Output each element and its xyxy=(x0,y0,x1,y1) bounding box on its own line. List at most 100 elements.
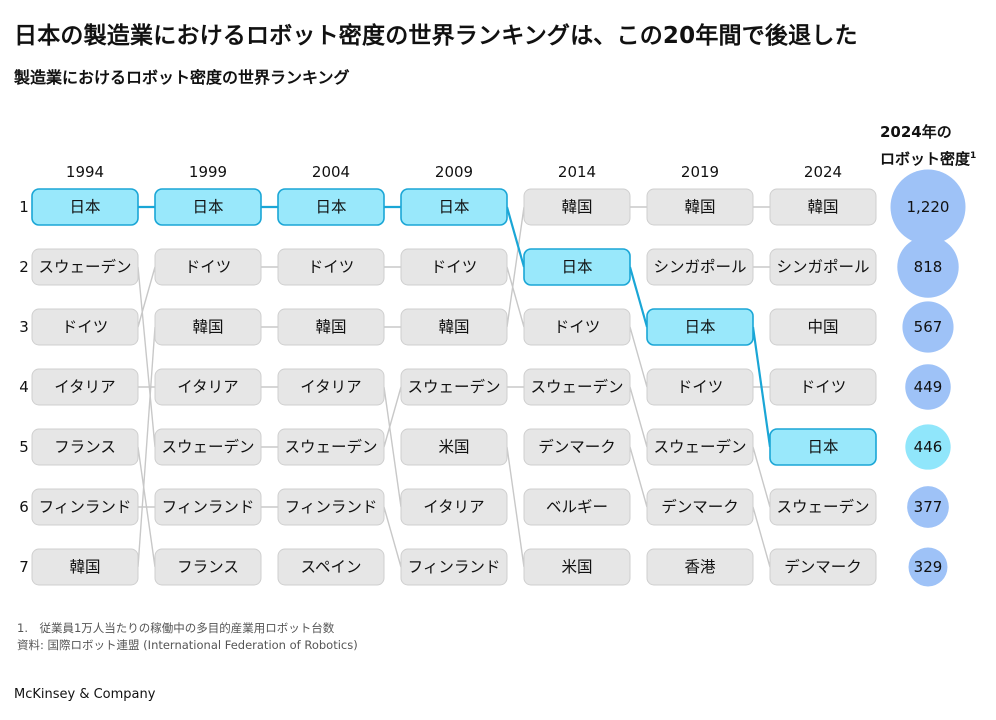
rank-box-2009-1: 日本 xyxy=(400,188,508,226)
country-label: スペイン xyxy=(301,558,362,576)
connector-2014-2019-日本 xyxy=(628,266,649,328)
rank-box-2004-1: 日本 xyxy=(277,188,385,226)
country-label: フィンランド xyxy=(285,498,378,516)
connector-2019-2024-デンマーク xyxy=(752,506,771,568)
density-bubble-3 xyxy=(902,301,954,353)
country-label: 中国 xyxy=(807,318,838,336)
country-label: デンマーク xyxy=(784,557,862,576)
rank-box-2024-1: 韓国 xyxy=(769,188,877,226)
rank-box-bg xyxy=(646,428,754,466)
country-label: ドイツ xyxy=(431,258,478,276)
rank-box-2024-6: スウェーデン xyxy=(769,488,877,526)
density-bubble-2 xyxy=(897,236,959,298)
rank-box-bg xyxy=(769,188,877,226)
country-label: ドイツ xyxy=(185,258,232,276)
rank-box-bg xyxy=(646,308,754,346)
rank-label-2: 2 xyxy=(19,258,29,276)
rank-box-2019-2: シンガポール xyxy=(646,248,754,286)
rank-box-bg xyxy=(154,488,262,526)
country-label: 韓国 xyxy=(192,318,223,336)
connector-2004-2009-スウェーデン xyxy=(383,386,402,448)
rank-box-bg xyxy=(154,248,262,286)
connector-1994-1999-韓国 xyxy=(137,326,156,568)
rank-box-1994-6: フィンランド xyxy=(31,488,139,526)
country-label: スウェーデン xyxy=(161,437,254,456)
country-label: イタリア xyxy=(423,498,484,516)
rank-box-bg xyxy=(400,368,508,406)
rank-box-2004-2: ドイツ xyxy=(277,248,385,286)
rank-box-bg xyxy=(523,248,631,286)
rank-box-bg xyxy=(646,488,754,526)
connector-1994-1999-スウェーデン xyxy=(137,266,156,448)
footnote-1: 1. 従業員1万人当たりの稼働中の多目的産業用ロボット台数 xyxy=(17,621,335,635)
density-value-1: 1,220 xyxy=(907,198,950,216)
rank-box-1994-1: 日本 xyxy=(31,188,139,226)
density-value-3: 567 xyxy=(914,318,943,336)
year-label-2009: 2009 xyxy=(435,163,473,181)
density-value-6: 377 xyxy=(914,498,943,516)
rank-box-bg xyxy=(154,548,262,586)
rank-box-2019-7: 香港 xyxy=(646,548,754,586)
connector-2014-2019-ドイツ xyxy=(629,326,648,388)
country-label: ドイツ xyxy=(308,258,355,276)
density-header-line1: 2024年の xyxy=(880,123,952,141)
rank-box-1999-7: フランス xyxy=(154,548,262,586)
country-label: 日本 xyxy=(192,198,223,216)
rank-box-2019-5: スウェーデン xyxy=(646,428,754,466)
rank-box-bg xyxy=(154,308,262,346)
year-label-1999: 1999 xyxy=(189,163,227,181)
rank-box-2019-1: 韓国 xyxy=(646,188,754,226)
rank-box-bg xyxy=(400,428,508,466)
rank-box-1999-1: 日本 xyxy=(154,188,262,226)
country-label: 米国 xyxy=(438,438,469,456)
year-label-1994: 1994 xyxy=(66,163,104,181)
rank-box-2009-2: ドイツ xyxy=(400,248,508,286)
footnotes: 1. 従業員1万人当たりの稼働中の多目的産業用ロボット台数 資料: 国際ロボット… xyxy=(17,620,358,654)
page-title: 日本の製造業におけるロボット密度の世界ランキングは、この20年間で後退した xyxy=(14,23,858,49)
country-label: スウェーデン xyxy=(653,437,746,456)
rank-box-1999-2: ドイツ xyxy=(154,248,262,286)
rank-box-2024-5: 日本 xyxy=(769,428,877,466)
connector-2004-2009-イタリア xyxy=(383,386,402,508)
rank-labels: 1 2 3 4 5 6 7 xyxy=(19,198,29,576)
rank-box-2009-7: フィンランド xyxy=(400,548,508,586)
connector-2019-2024-日本 xyxy=(751,326,772,448)
rank-box-1994-5: フランス xyxy=(31,428,139,466)
density-column-header: 2024年の ロボット密度1 xyxy=(880,120,976,171)
japan-path xyxy=(138,205,772,448)
year-label-2019: 2019 xyxy=(681,163,719,181)
density-bubble-1 xyxy=(890,169,966,245)
year-headers: 1994 1999 2004 2009 2014 2019 2024 xyxy=(66,163,842,181)
year-label-2024: 2024 xyxy=(804,163,842,181)
rank-box-bg xyxy=(31,488,139,526)
density-bubble-5 xyxy=(905,424,951,470)
rank-box-2014-3: ドイツ xyxy=(523,308,631,346)
density-value-5: 446 xyxy=(914,438,943,456)
connector-lines xyxy=(137,206,771,568)
country-label: スウェーデン xyxy=(407,377,500,396)
country-label: 日本 xyxy=(807,438,838,456)
country-label: 韓国 xyxy=(684,198,715,216)
density-bubbles: 1,220 818 567 449 446 377 329 xyxy=(890,169,966,587)
rank-label-7: 7 xyxy=(19,558,29,576)
rank-label-6: 6 xyxy=(19,498,29,516)
ranking-chart: 日本スウェーデンドイツイタリアフランスフィンランド韓国日本ドイツ韓国イタリアスウ… xyxy=(19,163,966,587)
rank-box-2014-6: ベルギー xyxy=(523,488,631,526)
country-label: フランス xyxy=(54,438,116,456)
rank-box-bg xyxy=(31,548,139,586)
country-label: 日本 xyxy=(69,198,100,216)
country-label: 韓国 xyxy=(438,318,469,336)
rank-box-bg xyxy=(769,428,877,466)
chart-subtitle: 製造業におけるロボット密度の世界ランキング xyxy=(14,68,350,87)
connector-2004-2009-フィンランド xyxy=(383,506,402,568)
rank-box-bg xyxy=(523,428,631,466)
country-label: シンガポール xyxy=(653,258,746,276)
rank-box-2024-2: シンガポール xyxy=(769,248,877,286)
rank-box-bg xyxy=(31,188,139,226)
country-label: イタリア xyxy=(54,378,115,396)
connector-2019-2024-スウェーデン xyxy=(752,446,771,508)
country-label: 韓国 xyxy=(69,558,100,576)
rank-box-bg xyxy=(154,428,262,466)
rank-box-bg xyxy=(523,188,631,226)
rank-box-2004-4: イタリア xyxy=(277,368,385,406)
